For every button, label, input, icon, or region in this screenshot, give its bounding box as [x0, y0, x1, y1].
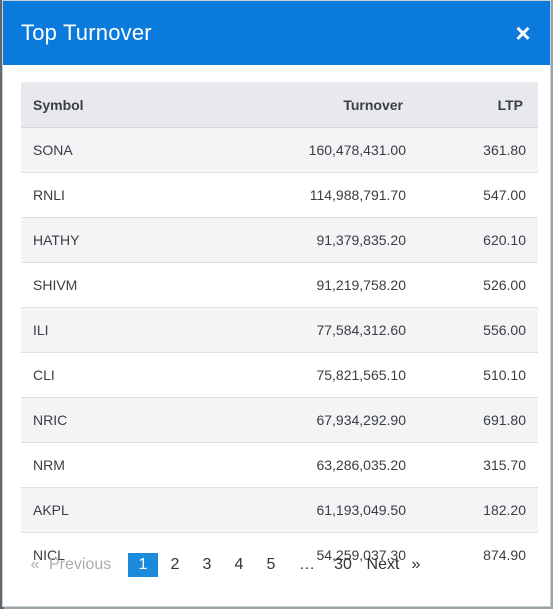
cell-turnover: 114,988,791.70 — [194, 172, 412, 218]
cell-symbol: NRIC — [21, 397, 194, 443]
column-header-symbol: Symbol — [21, 82, 194, 128]
turnover-table-wrapper: Symbol Turnover LTP SONA 160,478,431.00 … — [21, 82, 538, 577]
cell-turnover: 61,193,049.50 — [194, 487, 412, 533]
cell-turnover: 54,259,037.30 — [194, 532, 412, 577]
cell-symbol: ILI — [21, 307, 194, 353]
table-row: CLI 75,821,565.10 510.10 — [21, 352, 538, 398]
cell-symbol: NICL — [21, 532, 194, 577]
table-header-row: Symbol Turnover LTP — [21, 82, 538, 128]
cell-symbol: NRM — [21, 442, 194, 488]
column-header-ltp: LTP — [412, 82, 538, 128]
cell-ltp: 556.00 — [412, 307, 538, 353]
cell-ltp: 361.80 — [412, 127, 538, 173]
pagination-ellipsis: … — [299, 556, 315, 573]
column-header-turnover: Turnover — [194, 82, 412, 128]
page-button-3[interactable]: 3 — [202, 556, 212, 573]
table-row: SHIVM 91,219,758.20 526.00 — [21, 262, 538, 308]
cell-ltp: 691.80 — [412, 397, 538, 443]
next-page-button[interactable]: Next — [366, 556, 400, 573]
previous-arrow-icon: « — [30, 556, 40, 573]
cell-symbol: SHIVM — [21, 262, 194, 308]
close-icon[interactable]: × — [515, 18, 531, 48]
cell-symbol: HATHY — [21, 217, 194, 263]
cell-turnover: 67,934,292.90 — [194, 397, 412, 443]
pagination: « Previous 1 2 3 4 5 … 30 Next » — [21, 553, 425, 577]
table-row: NRIC 67,934,292.90 691.80 — [21, 397, 538, 443]
cell-ltp: 547.00 — [412, 172, 538, 218]
page-button-1[interactable]: 1 — [128, 553, 158, 577]
next-arrow-icon[interactable]: » — [411, 556, 421, 573]
cell-turnover: 63,286,035.20 — [194, 442, 412, 488]
turnover-table: Symbol Turnover LTP SONA 160,478,431.00 … — [21, 82, 538, 577]
cell-turnover: 75,821,565.10 — [194, 352, 412, 398]
cell-turnover: 91,219,758.20 — [194, 262, 412, 308]
cell-ltp: 510.10 — [412, 352, 538, 398]
modal-header: Top Turnover × — [3, 1, 550, 65]
cell-symbol: SONA — [21, 127, 194, 173]
cell-turnover: 160,478,431.00 — [194, 127, 412, 173]
cell-ltp: 620.10 — [412, 217, 538, 263]
page-button-2[interactable]: 2 — [170, 556, 180, 573]
cell-symbol: CLI — [21, 352, 194, 398]
page-button-30[interactable]: 30 — [334, 556, 352, 573]
cell-turnover: 91,379,835.20 — [194, 217, 412, 263]
cell-ltp: 182.20 — [412, 487, 538, 533]
table-row: NICL 54,259,037.30 874.90 — [21, 532, 538, 577]
modal-title: Top Turnover — [21, 20, 152, 45]
cell-ltp: 874.90 — [412, 532, 538, 577]
table-row: NRM 63,286,035.20 315.70 — [21, 442, 538, 488]
table-row: HATHY 91,379,835.20 620.10 — [21, 217, 538, 263]
table-row: AKPL 61,193,049.50 182.20 — [21, 487, 538, 533]
table-row: SONA 160,478,431.00 361.80 — [21, 127, 538, 173]
cell-symbol: RNLI — [21, 172, 194, 218]
table-row: RNLI 114,988,791.70 547.00 — [21, 172, 538, 218]
previous-page-button: Previous — [49, 556, 112, 573]
cell-symbol: AKPL — [21, 487, 194, 533]
cell-ltp: 526.00 — [412, 262, 538, 308]
page-button-5[interactable]: 5 — [266, 556, 276, 573]
page-button-4[interactable]: 4 — [234, 556, 244, 573]
cell-ltp: 315.70 — [412, 442, 538, 488]
table-row: ILI 77,584,312.60 556.00 — [21, 307, 538, 353]
cell-turnover: 77,584,312.60 — [194, 307, 412, 353]
